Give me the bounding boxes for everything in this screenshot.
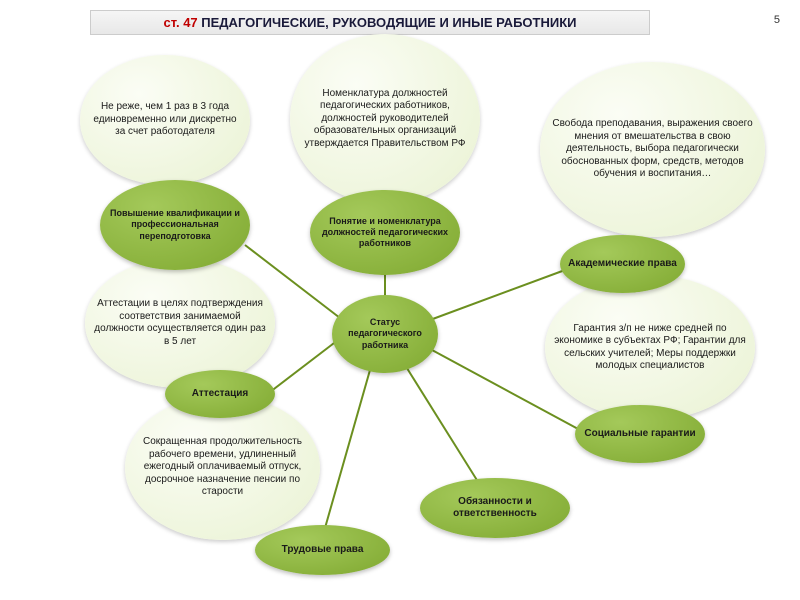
spoke-nomenclature-label: Понятие и номенклатура должностей педаго… [318, 216, 452, 250]
spoke-duties: Обязанности и ответственность [420, 478, 570, 538]
spoke-attestation: Аттестация [165, 370, 275, 418]
spoke-social-label: Социальные гарантии [583, 428, 697, 441]
bubble-social: Гарантия з/п не ниже средней по экономик… [545, 275, 755, 420]
bubble-academic: Свобода преподавания, выражения своего м… [540, 62, 765, 237]
bubble-qualification: Не реже, чем 1 раз в 3 года единовременн… [80, 55, 250, 185]
spoke-academic: Академические права [560, 235, 685, 293]
spoke-labor: Трудовые права [255, 525, 390, 575]
spoke-attestation-label: Аттестация [173, 388, 267, 401]
bubble-academic-label: Свобода преподавания, выражения своего м… [548, 118, 757, 181]
bubble-social-label: Гарантия з/п не ниже средней по экономик… [553, 323, 747, 373]
bubble-qualification-label: Не реже, чем 1 раз в 3 года единовременн… [88, 101, 242, 139]
spoke-labor-label: Трудовые права [263, 544, 382, 557]
spoke-social: Социальные гарантии [575, 405, 705, 463]
bubble-labor-label: Сокращенная продолжительность рабочего в… [133, 436, 312, 499]
bubble-nomenclature: Номенклатура должностей педагогических р… [290, 34, 480, 204]
bubble-nomenclature-label: Номенклатура должностей педагогических р… [298, 88, 472, 151]
spoke-duties-label: Обязанности и ответственность [428, 496, 562, 521]
spoke-qualification-label: Повышение квалификации и профессиональна… [108, 208, 242, 242]
center-node-label: Статус педагогического работника [340, 317, 430, 351]
header-title: ПЕДАГОГИЧЕСКИЕ, РУКОВОДЯЩИЕ И ИНЫЕ РАБОТ… [201, 15, 576, 30]
page-number: 5 [774, 14, 780, 26]
center-node: Статус педагогического работника [332, 295, 438, 373]
header-bar: ст. 47 ПЕДАГОГИЧЕСКИЕ, РУКОВОДЯЩИЕ И ИНЫ… [90, 10, 650, 35]
bubble-attestation: Аттестации в целях подтверждения соответ… [85, 258, 275, 388]
spoke-qualification: Повышение квалификации и профессиональна… [100, 180, 250, 270]
spoke-nomenclature: Понятие и номенклатура должностей педаго… [310, 190, 460, 275]
header-prefix: ст. 47 [164, 15, 198, 30]
spoke-academic-label: Академические права [568, 258, 677, 271]
bubble-attestation-label: Аттестации в целях подтверждения соответ… [93, 298, 267, 348]
